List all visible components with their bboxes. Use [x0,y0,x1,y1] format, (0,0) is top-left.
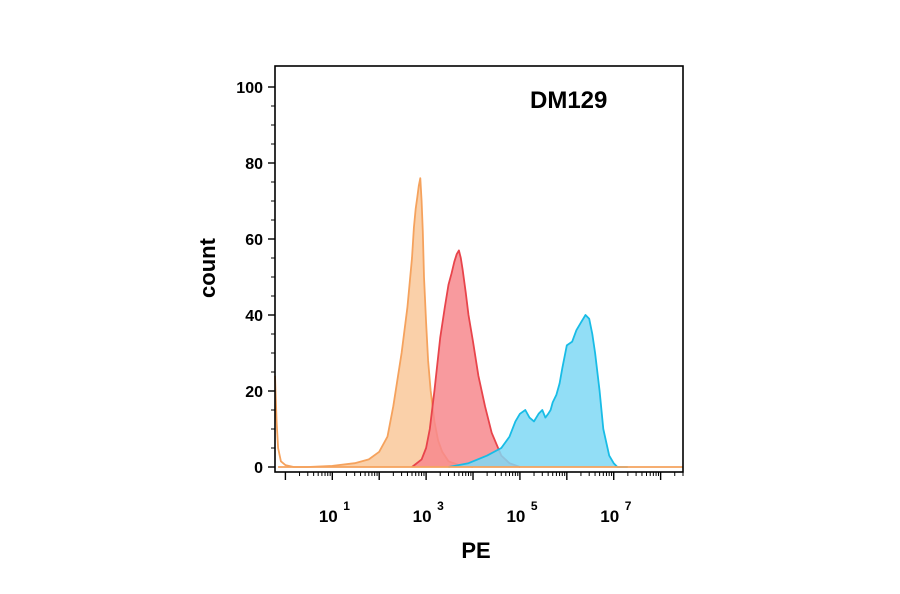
series-3-area [448,315,628,467]
series-2-line [411,249,521,468]
y-axis: 0 20 40 60 80 100 [236,80,275,477]
x-tick-label: 10 [413,507,432,526]
x-axis: 10 1 10 3 10 5 10 7 [284,472,684,526]
series-2-area [412,250,520,467]
x-tick-exponent: 7 [625,499,632,513]
y-tick-label: 80 [245,156,263,173]
series-4-line [274,375,683,468]
x-axis-title: PE [461,538,490,563]
y-axis-title: count [195,237,220,298]
x-tick-exponent: 5 [531,499,538,513]
sample-annotation: DM129 [530,87,607,114]
x-tick-exponent: 1 [343,499,350,513]
series-1-area [278,178,473,467]
y-tick-label: 20 [245,384,263,401]
x-tick-label: 10 [506,507,525,526]
x-tick-label: 10 [600,507,619,526]
series-3-line [448,314,628,468]
y-tick-label: 100 [236,80,263,97]
plot-frame [274,65,684,473]
y-tick-label: 40 [245,308,263,325]
x-tick-exponent: 3 [437,499,444,513]
x-tick-label: 10 [319,507,338,526]
y-tick-label: 0 [254,460,263,477]
series-layer [274,177,683,468]
y-tick-label: 60 [245,232,263,249]
